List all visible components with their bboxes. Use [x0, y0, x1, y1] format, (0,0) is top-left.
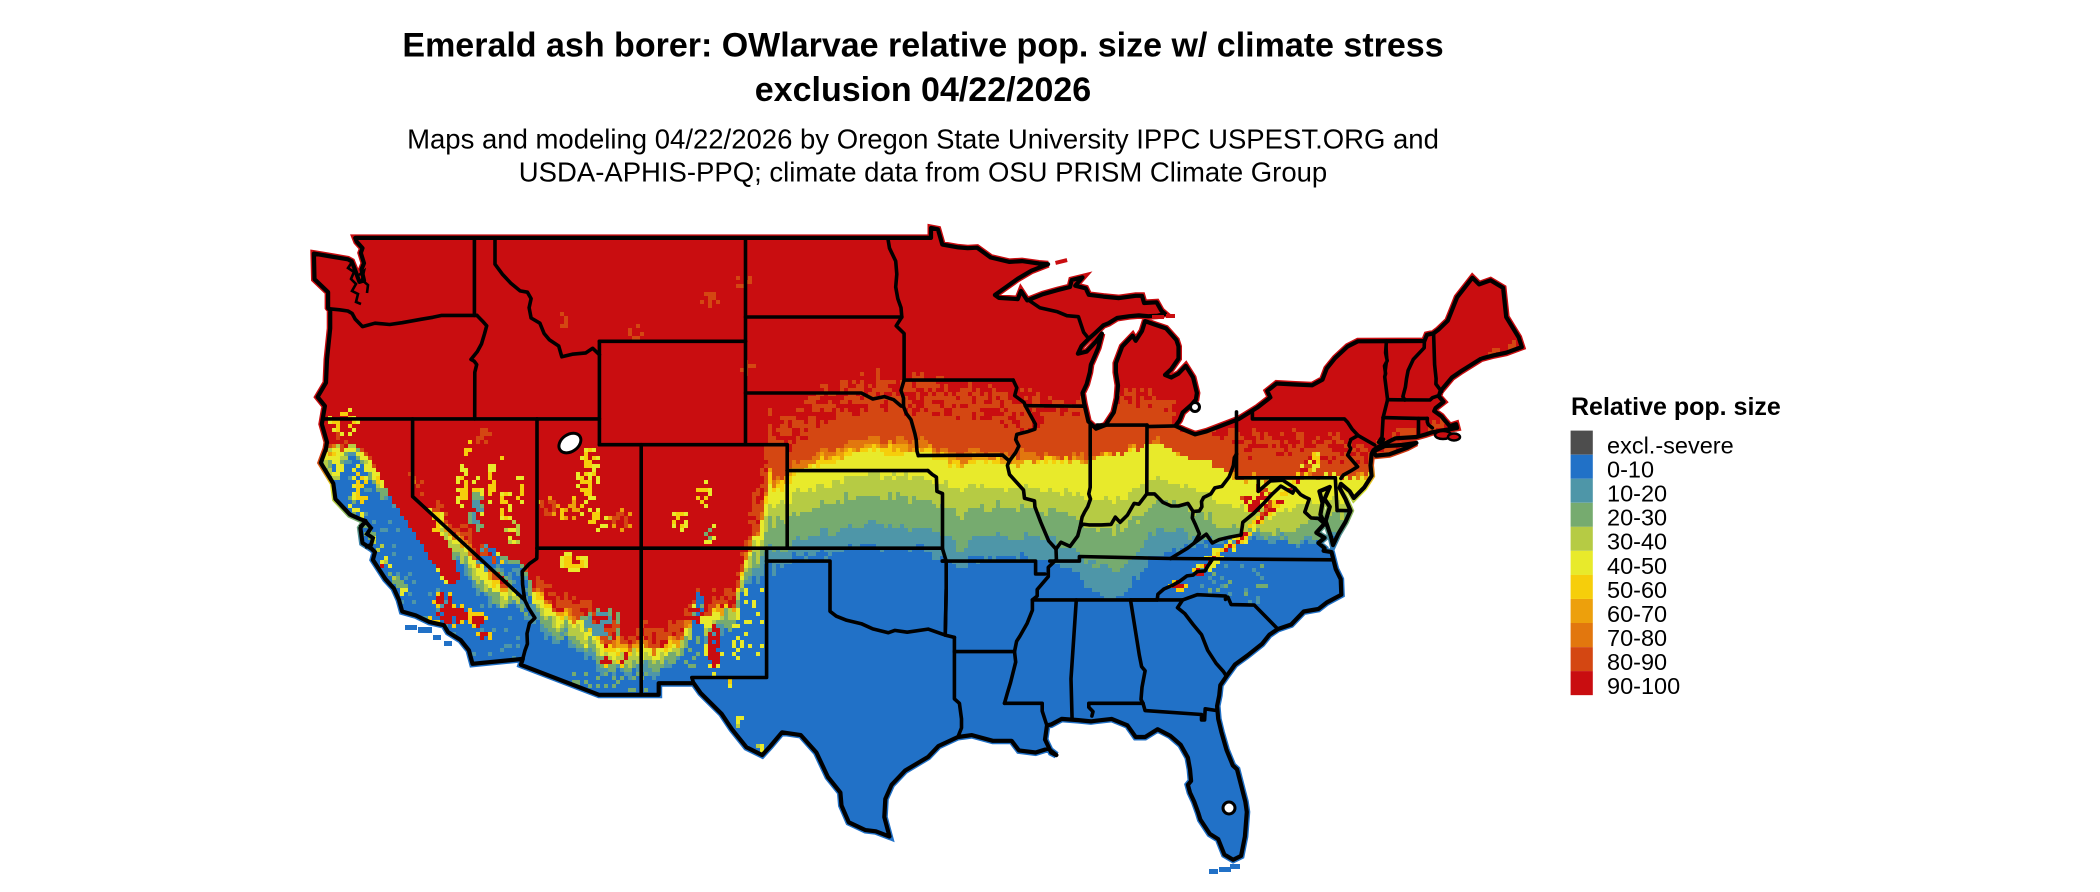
svg-text:Emerald ash borer: OWlarvae re: Emerald ash borer: OWlarvae relative pop…	[402, 27, 1443, 65]
svg-text:30-40: 30-40	[1607, 529, 1667, 555]
svg-text:Maps and modeling 04/22/2026 b: Maps and modeling 04/22/2026 by Oregon S…	[407, 124, 1439, 155]
svg-text:USDA-APHIS-PPQ; climate data f: USDA-APHIS-PPQ; climate data from OSU PR…	[519, 156, 1327, 187]
svg-text:exclusion 04/22/2026: exclusion 04/22/2026	[755, 71, 1091, 109]
svg-text:excl.-severe: excl.-severe	[1607, 433, 1734, 459]
svg-text:0-10: 0-10	[1607, 457, 1654, 483]
svg-text:60-70: 60-70	[1607, 601, 1667, 627]
svg-text:50-60: 50-60	[1607, 577, 1667, 603]
svg-text:90-100: 90-100	[1607, 673, 1680, 699]
svg-text:40-50: 40-50	[1607, 553, 1667, 579]
svg-text:Relative pop. size: Relative pop. size	[1571, 393, 1781, 421]
svg-text:80-90: 80-90	[1607, 649, 1667, 675]
svg-text:10-20: 10-20	[1607, 481, 1667, 507]
svg-text:20-30: 20-30	[1607, 505, 1667, 531]
svg-text:70-80: 70-80	[1607, 625, 1667, 651]
